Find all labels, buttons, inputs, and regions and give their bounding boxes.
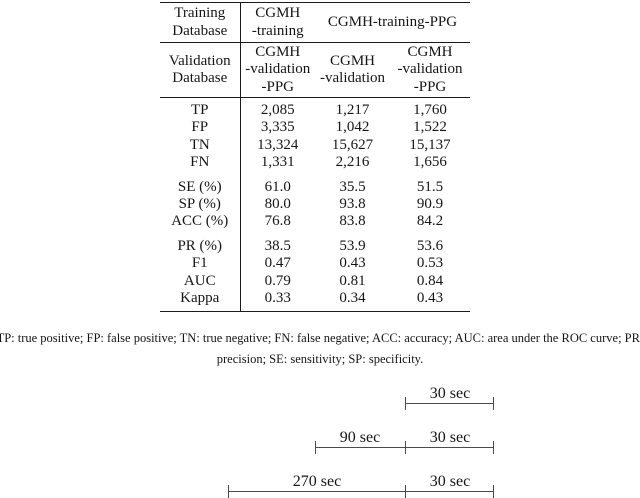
bracket-tick	[405, 441, 407, 454]
table-row-pr: PR (%) 38.5 53.9 53.6	[160, 230, 470, 256]
cell-value: 90.9	[416, 196, 444, 213]
table-row-fp: FP 3,335 1,042 1,522	[160, 119, 470, 137]
cell-value: 3,335	[260, 119, 295, 136]
table-row-se: SE (%) 61.0 35.5 51.5	[160, 171, 470, 197]
bracket-tick	[405, 485, 407, 498]
row-label-tn: TN	[160, 136, 241, 155]
bracket-tick	[493, 397, 495, 410]
cell-value: 13,324	[257, 136, 299, 153]
cell-value: 38.5	[264, 237, 291, 254]
cell-value: 84.2	[416, 213, 444, 230]
cell-value: 83.8	[339, 213, 366, 230]
duration-label-30sec-row2: 30 sec	[429, 429, 471, 446]
row-label-f1: F1	[160, 255, 241, 273]
cell-value: 1,217	[335, 102, 370, 118]
row-label-fp: FP	[160, 119, 241, 137]
cell-value: 1,760	[413, 102, 447, 118]
cell-value: 0.43	[416, 290, 444, 307]
cell-value: 0.43	[339, 255, 366, 272]
cell-value: 1,331	[260, 154, 295, 171]
header-cgmh-validation-ppg-1: CGMH -validation -PPG	[240, 42, 315, 98]
row-label-auc: AUC	[160, 272, 241, 291]
row-label-pr: PR (%)	[160, 230, 241, 256]
bracket-tick	[228, 485, 230, 498]
cell-value: 0.79	[264, 272, 291, 289]
cell-value: 51.5	[416, 178, 444, 195]
bracket-tick	[405, 397, 407, 410]
bracket-tick	[493, 485, 495, 498]
table-row-kappa: Kappa 0.33 0.34 0.43	[160, 290, 470, 312]
cell-value: 0.84	[416, 272, 444, 289]
cell-value: 2,216	[335, 154, 370, 171]
cell-value: 76.8	[264, 213, 291, 230]
duration-label-30sec-row3: 30 sec	[429, 473, 471, 490]
bracket-line-row1	[405, 403, 494, 405]
table-row-fn: FN 1,331 2,216 1,656	[160, 154, 470, 172]
table-header-row-training: Training Database CGMH -training CGMH-tr…	[160, 2, 471, 43]
header-validation-database: Validation Database	[160, 42, 241, 98]
table-row-f1: F1 0.47 0.43 0.53	[160, 255, 470, 273]
cell-value: 1,522	[413, 119, 447, 136]
header-cgmh-training: CGMH -training	[240, 2, 315, 43]
table-row-acc: ACC (%) 76.8 83.8 84.2	[160, 213, 470, 231]
cell-value: 80.0	[264, 196, 291, 213]
cell-value: 15,627	[331, 136, 374, 153]
row-label-acc: ACC (%)	[160, 213, 241, 231]
header-cgmh-training-ppg: CGMH-training-PPG	[315, 2, 471, 43]
bracket-tick	[315, 441, 317, 454]
cell-value: 0.47	[264, 255, 291, 272]
cell-value: 15,137	[409, 136, 451, 153]
cell-value: 0.33	[264, 290, 291, 307]
bracket-line-row3	[228, 491, 494, 493]
results-table: Training Database CGMH -training CGMH-tr…	[160, 2, 471, 313]
row-label-se: SE (%)	[160, 171, 241, 197]
row-label-kappa: Kappa	[160, 290, 241, 312]
duration-label-270sec: 270 sec	[292, 473, 342, 490]
cell-value: 0.53	[416, 255, 444, 272]
row-label-fn: FN	[160, 154, 241, 172]
cell-value: 61.0	[264, 178, 291, 195]
cell-value: 93.8	[339, 196, 366, 213]
table-row-tp: TP 2,085 1,217 1,760	[160, 97, 470, 120]
header-training-database: Training Database	[160, 2, 241, 43]
bracket-tick	[493, 441, 495, 454]
table-header-row-validation: Validation Database CGMH -validation -PP…	[160, 42, 471, 98]
duration-label-90sec: 90 sec	[339, 429, 381, 446]
header-cgmh-validation: CGMH -validation	[315, 42, 390, 98]
cell-value: 2,085	[260, 102, 295, 118]
row-label-sp: SP (%)	[160, 196, 241, 214]
row-label-tp: TP	[160, 97, 241, 120]
cell-value: 1,656	[413, 154, 447, 171]
cell-value: 0.34	[339, 290, 366, 307]
table-row-tn: TN 13,324 15,627 15,137	[160, 136, 470, 155]
table-footnote-line-2: precision; SE: sensitivity; SP: specific…	[216, 352, 424, 366]
duration-label-30sec-row1: 30 sec	[429, 385, 471, 402]
cell-value: 53.9	[339, 237, 366, 254]
cell-value: 0.81	[339, 272, 366, 289]
cell-value: 53.6	[416, 237, 444, 254]
table-footnote-line-1: TP: true positive; FP: false positive; T…	[0, 331, 640, 345]
cell-value: 35.5	[339, 178, 366, 195]
header-cgmh-validation-ppg-2: CGMH -validation -PPG	[390, 42, 471, 98]
cell-value: 1,042	[335, 119, 370, 136]
table-row-sp: SP (%) 80.0 93.8 90.9	[160, 196, 470, 214]
bracket-line-row2	[315, 447, 494, 449]
table-row-auc: AUC 0.79 0.81 0.84	[160, 272, 470, 291]
